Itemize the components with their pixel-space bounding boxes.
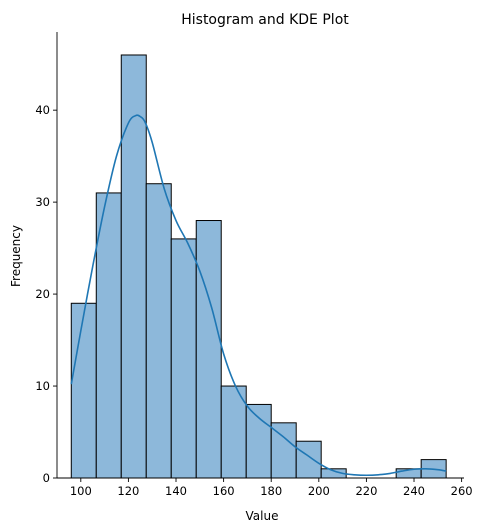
x-tick-label-240: 240 — [403, 484, 425, 498]
histogram-bar-7 — [245, 403, 272, 479]
y-tick-label-20: 20 — [35, 287, 50, 301]
x-axis-label: Value — [246, 509, 279, 523]
chart-title: Histogram and KDE Plot — [181, 12, 349, 28]
histogram-bar-1 — [95, 192, 122, 479]
x-tick-label-120: 120 — [117, 484, 139, 498]
x-tick-label-160: 160 — [213, 484, 235, 498]
y-tick-label-0: 0 — [43, 471, 50, 485]
y-axis-label: Frequency — [9, 225, 23, 287]
x-tick-label-180: 180 — [260, 484, 282, 498]
y-tick-label-30: 30 — [35, 195, 50, 209]
axes: 100 120 140 160 180 200 220 240 260 0 10 20 30 40 — [35, 32, 473, 498]
kde-curve — [70, 114, 447, 477]
x-tick-label-140: 140 — [165, 484, 187, 498]
y-tick-label-10: 10 — [35, 379, 50, 393]
histogram-bar-2 — [120, 54, 147, 479]
histogram-bar-5 — [195, 220, 222, 479]
x-tick-label-100: 100 — [70, 484, 92, 498]
histogram-bar-4 — [170, 238, 197, 479]
histogram-bar-3 — [145, 183, 172, 479]
x-tick-label-200: 200 — [308, 484, 330, 498]
histogram-bar-0 — [70, 302, 97, 479]
histogram-bar-9 — [295, 440, 322, 479]
y-tick-label-40: 40 — [35, 103, 50, 117]
histogram-bar-6 — [220, 385, 247, 479]
x-tick-label-260: 260 — [451, 484, 473, 498]
histogram-bars — [70, 54, 447, 479]
x-tick-label-220: 220 — [355, 484, 377, 498]
